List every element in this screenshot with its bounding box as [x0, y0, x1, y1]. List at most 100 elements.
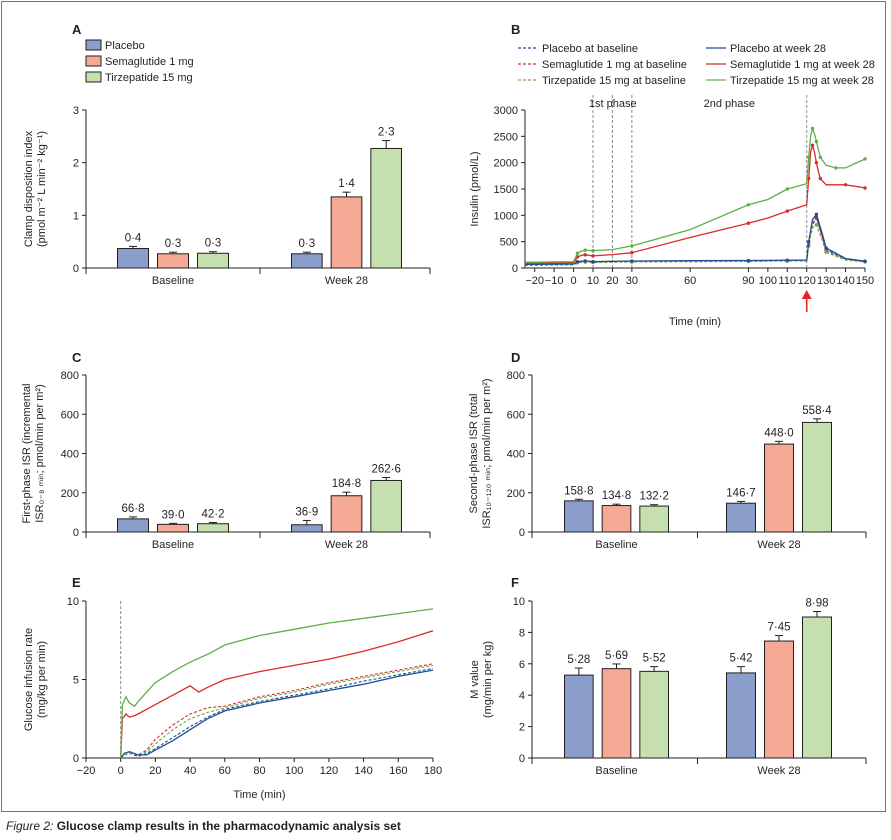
x-tick-label: −10: [545, 275, 564, 287]
y-tick-label: 2: [519, 722, 525, 734]
data-label: 8·98: [805, 598, 828, 610]
bar-placebo: [726, 502, 756, 533]
legend-label: Tirzepatide 15 mg: [105, 72, 193, 84]
bar-placebo: [564, 500, 594, 533]
bar-placebo: [291, 253, 323, 269]
x-tick-label: 0: [118, 765, 124, 777]
panel-letter: C: [72, 350, 82, 365]
legend-swatch: [85, 55, 102, 67]
x-category-label: Week 28: [325, 539, 368, 551]
series-point: [785, 258, 789, 262]
x-tick-label: 150: [856, 275, 874, 287]
y-tick-label: 6: [519, 659, 525, 671]
series-line-semaglutide-1-mg-at-baseline: [120, 663, 434, 759]
data-label: 36·9: [295, 506, 318, 518]
x-category-label: Week 28: [757, 539, 800, 551]
series-point: [824, 246, 828, 250]
figure-canvas: A 0 1 2 3 Baseline Week 28 Clamp disposition in…: [21, 22, 875, 801]
x-tick-label: −20: [525, 275, 544, 287]
series-line-placebo-at-week-28: [120, 669, 434, 759]
x-category-label: Week 28: [757, 765, 800, 777]
series-point: [785, 209, 789, 213]
data-label: 1·4: [338, 178, 355, 190]
x-tick-label: 40: [184, 765, 196, 777]
y-axis-label: Insulin (pmol/L): [469, 151, 481, 226]
y-tick-label: 500: [500, 237, 518, 249]
series-line-tirzepatide-15-mg-at-week-28: [120, 608, 434, 759]
y-tick-label: 3: [73, 105, 79, 117]
panel-letter: B: [511, 22, 520, 37]
panel-letter: E: [72, 575, 81, 590]
bar-semaglutide-1-mg: [330, 196, 363, 269]
x-tick-label: 10: [587, 275, 599, 287]
series-point: [630, 244, 634, 248]
y-tick-label: 800: [507, 370, 525, 382]
x-category-label: Baseline: [152, 275, 194, 287]
y-tick-label: 10: [513, 596, 525, 608]
x-axis-label: Time (min): [669, 316, 721, 328]
y-axis-label: (mg/kg per min): [36, 641, 48, 718]
legend-label: Placebo at week 28: [730, 43, 826, 55]
series-point: [591, 248, 595, 253]
data-label: 184·8: [332, 478, 361, 490]
series-line-semaglutide-1-mg-at-week-28: [525, 142, 866, 264]
series-point: [863, 157, 867, 161]
series-point: [575, 259, 580, 264]
legend-label: Semaglutide 1 mg: [105, 56, 194, 68]
series-point: [824, 250, 828, 254]
arrow-head: [801, 290, 812, 299]
y-tick-label: 4: [519, 690, 525, 702]
y-axis-label: Glucose infusion rate: [23, 628, 35, 731]
series-point: [814, 160, 819, 165]
x-tick-label: 160: [389, 765, 407, 777]
series-point: [746, 221, 751, 225]
x-category-label: Baseline: [595, 539, 637, 551]
data-label: 146·7: [726, 487, 755, 499]
x-tick-label: 60: [219, 765, 231, 777]
bar-semaglutide-1-mg: [601, 668, 632, 759]
bar-tirzepatide-15-mg: [197, 523, 229, 533]
y-tick-label: 8: [519, 627, 525, 639]
figure-caption: Figure 2: Glucose clamp results in the p…: [6, 819, 401, 833]
y-axis-label: ISR₀₋₈ ₘᵢₙ; pmol/min per m²): [34, 384, 46, 523]
panel-d: D 0 200 400 600 800 Baseline Week 28 Second-phas…: [468, 350, 867, 551]
panel-letter: D: [511, 350, 520, 365]
series-point: [863, 186, 867, 190]
data-label: 134·8: [602, 490, 631, 502]
x-tick-label: 140: [836, 275, 854, 287]
y-axis-label: (mg/min per kg): [482, 641, 494, 718]
x-category-label: Baseline: [595, 765, 637, 777]
x-tick-label: 140: [354, 765, 372, 777]
y-axis-label: Clamp disposition index: [23, 130, 35, 247]
data-label: 158·8: [564, 485, 593, 497]
data-label: 558·4: [802, 405, 832, 417]
bar-tirzepatide-15-mg: [802, 616, 832, 759]
phase-label: 2nd phase: [704, 98, 755, 110]
data-label: 5·28: [567, 654, 590, 666]
data-label: 39·0: [161, 509, 184, 521]
y-tick-label: 0: [73, 263, 79, 275]
data-label: 0·3: [299, 238, 316, 250]
bar-semaglutide-1-mg: [764, 443, 794, 533]
y-tick-label: 2: [73, 158, 79, 170]
bar-semaglutide-1-mg: [764, 640, 794, 759]
series-point: [810, 126, 815, 131]
series-point: [746, 203, 751, 207]
series-line-semaglutide-1-mg-at-week-28: [120, 630, 434, 759]
x-tick-label: 120: [798, 275, 816, 287]
legend-swatch: [85, 39, 102, 51]
x-tick-label: 130: [817, 275, 835, 287]
x-tick-label: 90: [742, 275, 754, 287]
data-label: 7·45: [767, 622, 790, 634]
series-point: [630, 259, 634, 263]
y-tick-label: 2500: [494, 131, 518, 143]
data-label: 132·2: [639, 491, 668, 503]
series-point: [806, 239, 811, 244]
bar-tirzepatide-15-mg: [370, 147, 403, 269]
series-point: [591, 254, 595, 258]
bar-tirzepatide-15-mg: [370, 479, 403, 533]
x-axis-label: Time (min): [233, 789, 285, 801]
y-tick-label: 0: [73, 527, 79, 539]
series-point: [843, 183, 848, 187]
